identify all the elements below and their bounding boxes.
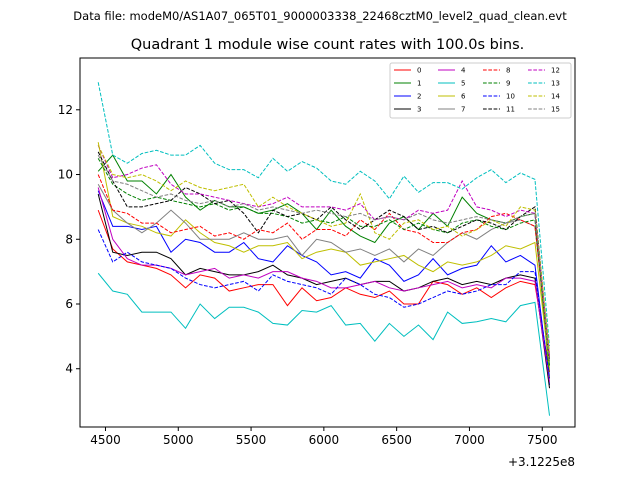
- series-14-line: [97, 145, 551, 353]
- x-axis: 4500 5000 5500 6000 6500 7000 7500: [90, 427, 558, 447]
- legend-label-10: 10: [506, 93, 515, 101]
- legend-label-7: 7: [461, 106, 465, 114]
- legend-label-11: 11: [506, 106, 515, 114]
- legend-label-15: 15: [551, 106, 560, 114]
- x-tick-label: 7500: [527, 433, 558, 447]
- legend-label-5: 5: [461, 80, 465, 88]
- legend-label-0: 0: [417, 67, 421, 75]
- legend-box: [389, 62, 572, 119]
- x-tick-label: 7000: [454, 433, 485, 447]
- y-tick-label: 12: [58, 103, 73, 117]
- plot-frame: [79, 57, 576, 428]
- series-10-line: [97, 229, 551, 379]
- legend-label-1: 1: [417, 80, 421, 88]
- x-tick-label: 4500: [90, 433, 121, 447]
- legend-label-12: 12: [551, 67, 560, 75]
- series-0-line: [97, 209, 551, 373]
- chart-title: Quadrant 1 module wise count rates with …: [131, 37, 525, 53]
- series-3-line: [97, 193, 551, 389]
- series-15-line: [97, 154, 551, 363]
- x-tick-label: 5500: [236, 433, 267, 447]
- x-axis-offset-label: +3.1225e8: [508, 455, 575, 469]
- series-8-line: [97, 174, 551, 360]
- legend-label-8: 8: [506, 67, 510, 75]
- data-file-label: Data file: modeM0/AS1A07_065T01_90000033…: [73, 9, 567, 23]
- legend-label-6: 6: [461, 93, 466, 101]
- y-tick-label: 6: [65, 297, 73, 311]
- series-9-line: [97, 158, 551, 366]
- series-1-line: [97, 154, 551, 379]
- series-group: [97, 82, 551, 416]
- series-2-line: [97, 190, 551, 385]
- x-tick-label: 6500: [381, 433, 412, 447]
- x-tick-label: 6000: [309, 433, 340, 447]
- series-12-line: [97, 145, 551, 356]
- y-tick-label: 10: [58, 168, 73, 182]
- series-4-line: [97, 187, 551, 382]
- series-11-line: [97, 151, 551, 360]
- series-13-line: [97, 82, 551, 347]
- y-tick-label: 8: [65, 232, 73, 246]
- legend-label-9: 9: [506, 80, 510, 88]
- y-tick-label: 4: [65, 362, 73, 376]
- series-7-line: [97, 183, 551, 363]
- legend-label-4: 4: [461, 67, 466, 75]
- series-6-line: [97, 142, 551, 369]
- y-axis: 4 6 8 10 12: [58, 103, 80, 376]
- legend-label-3: 3: [417, 106, 421, 114]
- legend-label-14: 14: [551, 93, 560, 101]
- x-tick-label: 5000: [163, 433, 194, 447]
- series-5-line: [97, 272, 551, 416]
- legend-label-13: 13: [551, 80, 560, 88]
- legend-label-2: 2: [417, 93, 421, 101]
- plot-area: [97, 82, 551, 416]
